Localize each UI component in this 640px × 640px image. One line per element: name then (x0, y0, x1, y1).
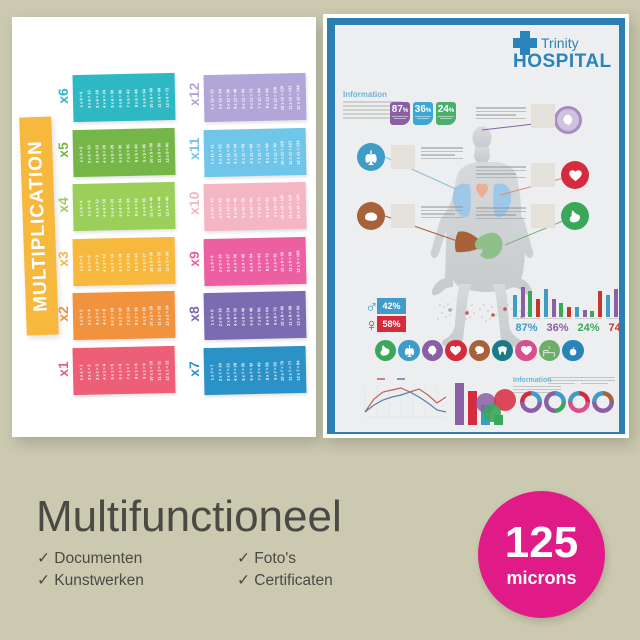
svg-text:z: z (549, 345, 551, 349)
